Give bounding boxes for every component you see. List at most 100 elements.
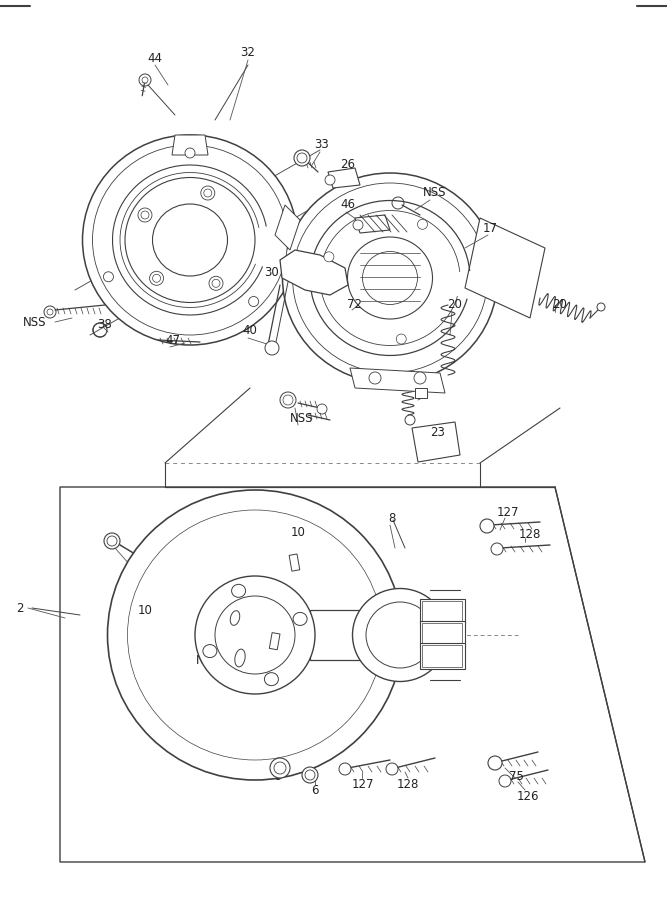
Text: 17: 17 — [482, 221, 498, 235]
Circle shape — [294, 150, 310, 166]
Polygon shape — [328, 168, 360, 188]
Text: 21: 21 — [424, 382, 440, 394]
Polygon shape — [355, 215, 390, 233]
Bar — [415, 388, 427, 398]
Text: 128: 128 — [397, 778, 419, 790]
Text: NSS: NSS — [23, 316, 47, 328]
Text: 10: 10 — [137, 604, 153, 617]
Circle shape — [325, 175, 335, 185]
Bar — [289, 554, 299, 572]
Polygon shape — [280, 250, 348, 295]
Circle shape — [142, 77, 148, 83]
Circle shape — [305, 770, 315, 780]
Text: 23: 23 — [431, 426, 446, 438]
Circle shape — [480, 519, 494, 533]
Text: 44: 44 — [147, 51, 163, 65]
Ellipse shape — [293, 183, 488, 373]
Circle shape — [488, 756, 502, 770]
Circle shape — [153, 274, 161, 283]
Circle shape — [141, 211, 149, 219]
Circle shape — [103, 272, 113, 282]
Ellipse shape — [203, 644, 217, 658]
Ellipse shape — [125, 177, 255, 302]
Ellipse shape — [366, 602, 434, 668]
Circle shape — [317, 404, 327, 414]
Circle shape — [104, 533, 120, 549]
Text: 38: 38 — [97, 319, 112, 331]
Circle shape — [386, 763, 398, 775]
Text: 10: 10 — [291, 526, 305, 539]
Text: NSS: NSS — [290, 411, 313, 425]
Text: NSS: NSS — [196, 653, 219, 667]
Text: 126: 126 — [517, 789, 539, 803]
Circle shape — [414, 372, 426, 384]
Circle shape — [405, 415, 415, 425]
Circle shape — [283, 395, 293, 405]
Text: 127: 127 — [352, 778, 374, 790]
Ellipse shape — [93, 145, 287, 335]
Bar — [269, 633, 280, 650]
Bar — [420, 621, 465, 647]
Circle shape — [418, 220, 428, 230]
Circle shape — [353, 220, 363, 230]
Polygon shape — [60, 487, 645, 862]
Circle shape — [149, 271, 163, 285]
Ellipse shape — [348, 237, 432, 319]
Ellipse shape — [83, 135, 297, 345]
Circle shape — [339, 763, 351, 775]
Bar — [420, 599, 465, 625]
Bar — [422, 645, 462, 667]
Ellipse shape — [127, 510, 382, 760]
Ellipse shape — [283, 173, 498, 383]
Circle shape — [47, 309, 53, 315]
Circle shape — [297, 153, 307, 163]
Text: 8: 8 — [388, 511, 396, 525]
Circle shape — [369, 372, 381, 384]
Circle shape — [499, 775, 511, 787]
Circle shape — [212, 279, 220, 287]
Ellipse shape — [264, 672, 278, 686]
Circle shape — [249, 296, 259, 307]
Circle shape — [302, 767, 318, 783]
Text: NSS: NSS — [424, 186, 447, 200]
Text: 20: 20 — [552, 299, 568, 311]
Polygon shape — [350, 368, 445, 393]
Text: 20: 20 — [448, 299, 462, 311]
Text: 2: 2 — [16, 601, 24, 615]
Polygon shape — [465, 218, 545, 318]
Circle shape — [204, 189, 212, 197]
Text: 128: 128 — [519, 528, 541, 542]
Circle shape — [201, 186, 215, 200]
Polygon shape — [412, 422, 460, 462]
Ellipse shape — [293, 612, 307, 625]
Circle shape — [209, 276, 223, 291]
Circle shape — [270, 758, 290, 778]
Circle shape — [138, 208, 152, 222]
Text: 75: 75 — [508, 770, 524, 782]
Text: 6: 6 — [311, 784, 319, 796]
Ellipse shape — [235, 649, 245, 667]
Text: 47: 47 — [165, 334, 181, 346]
Text: 127: 127 — [497, 506, 519, 518]
Text: 14: 14 — [105, 534, 119, 546]
Ellipse shape — [153, 204, 227, 276]
Polygon shape — [172, 135, 208, 155]
Polygon shape — [275, 205, 300, 250]
Circle shape — [107, 536, 117, 546]
Text: 40: 40 — [243, 323, 257, 337]
Text: 32: 32 — [241, 46, 255, 58]
Text: 33: 33 — [315, 139, 329, 151]
Circle shape — [274, 762, 286, 774]
Ellipse shape — [230, 611, 239, 625]
Ellipse shape — [215, 596, 295, 674]
Ellipse shape — [352, 589, 448, 681]
Circle shape — [185, 148, 195, 158]
Bar — [422, 623, 462, 645]
Text: 72: 72 — [346, 298, 362, 310]
Text: 9: 9 — [274, 770, 281, 782]
Bar — [420, 643, 465, 669]
Circle shape — [491, 543, 503, 555]
Text: 30: 30 — [265, 266, 279, 280]
Text: 46: 46 — [340, 199, 356, 212]
Text: 26: 26 — [340, 158, 356, 172]
